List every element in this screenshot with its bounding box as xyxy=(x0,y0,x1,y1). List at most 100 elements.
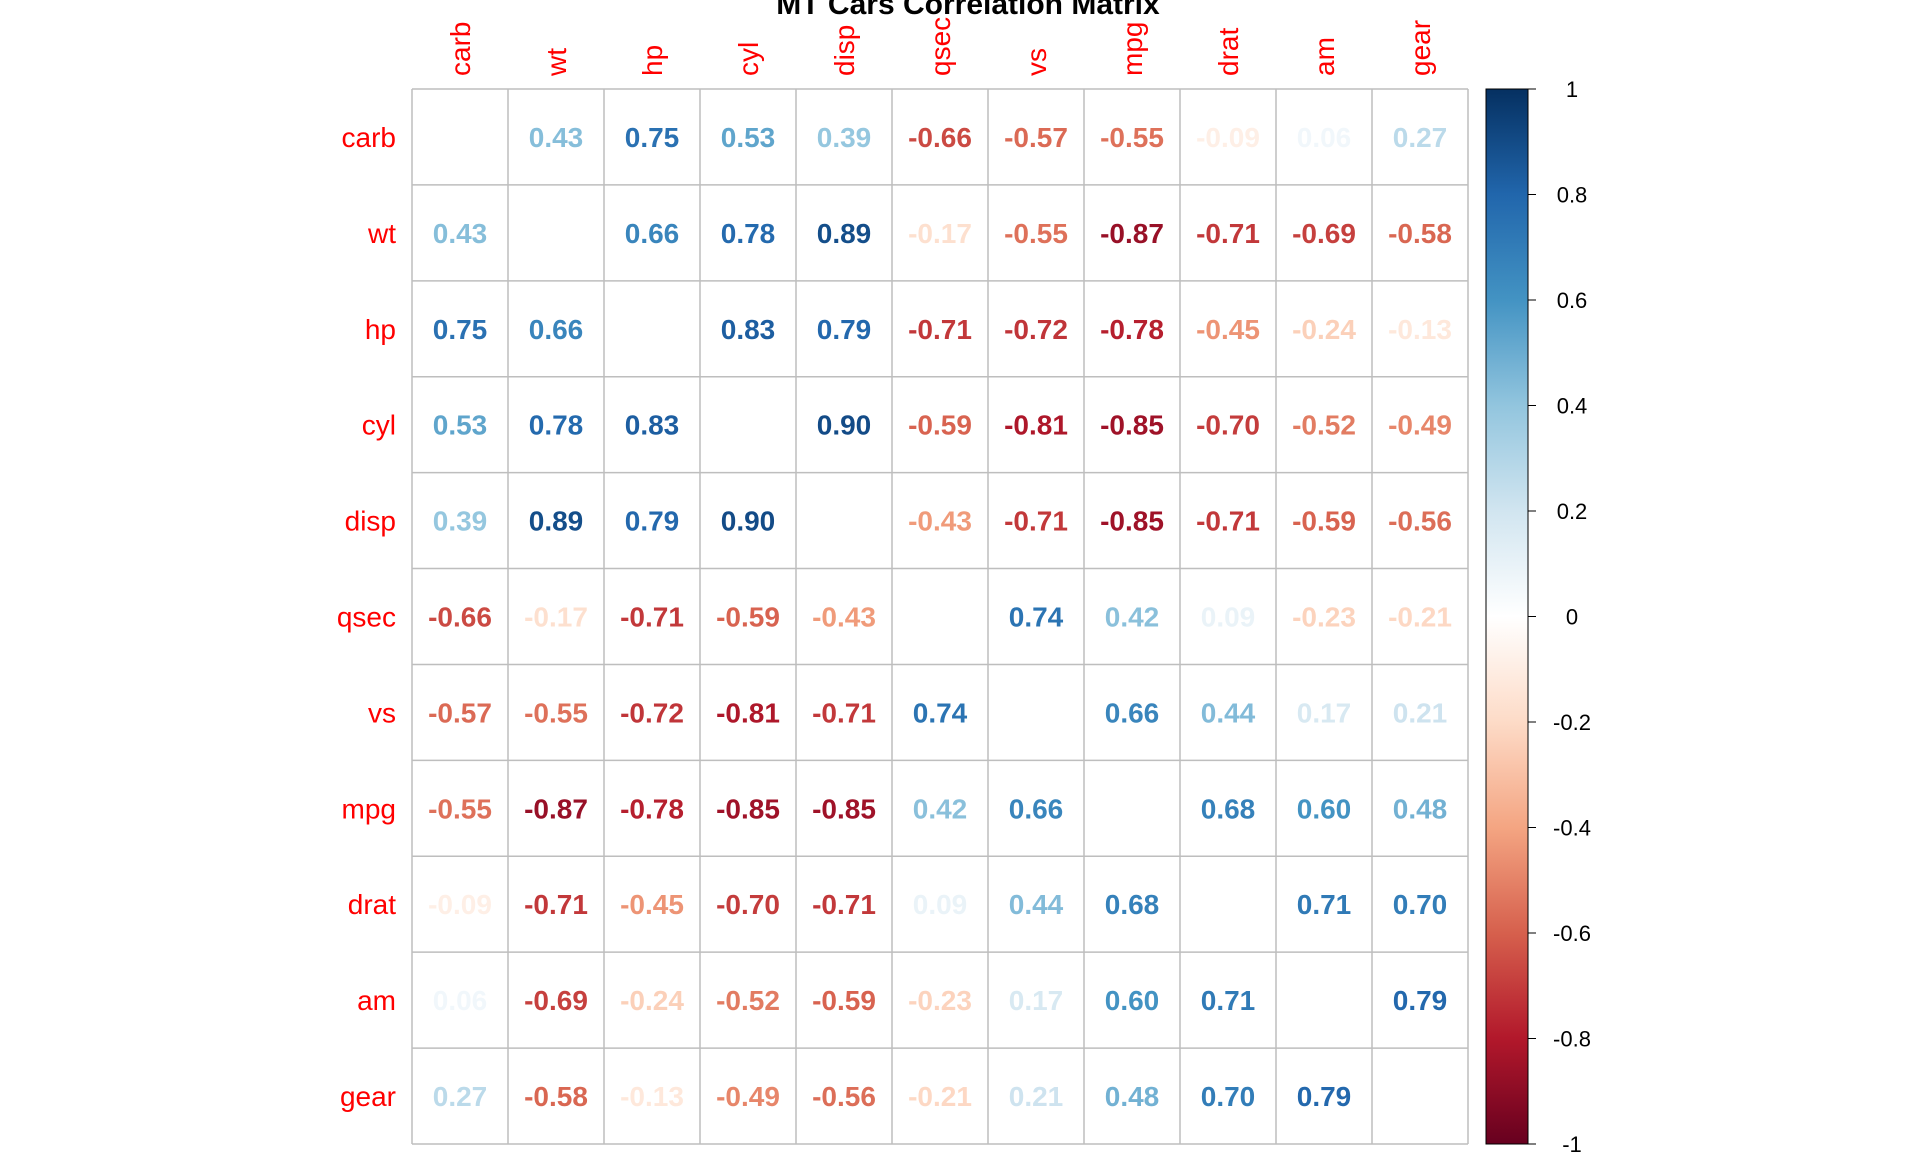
cell-value-gear-am: 0.79 xyxy=(1297,1081,1352,1112)
cell-value-cyl-carb: 0.53 xyxy=(433,410,488,441)
row-label-disp: disp xyxy=(345,506,396,537)
row-label-am: am xyxy=(357,985,396,1016)
cell-value-drat-carb: -0.09 xyxy=(428,889,492,920)
cell-value-hp-am: -0.24 xyxy=(1292,314,1356,345)
cell-value-wt-carb: 0.43 xyxy=(433,218,488,249)
cell-value-wt-mpg: -0.87 xyxy=(1100,218,1164,249)
cell-value-disp-mpg: -0.85 xyxy=(1100,506,1164,537)
cell-value-cyl-qsec: -0.59 xyxy=(908,410,972,441)
cell-value-disp-gear: -0.56 xyxy=(1388,506,1452,537)
cell-value-gear-drat: 0.70 xyxy=(1201,1081,1256,1112)
cell-value-mpg-hp: -0.78 xyxy=(620,793,684,824)
cell-value-qsec-mpg: 0.42 xyxy=(1105,602,1160,633)
cell-value-mpg-am: 0.60 xyxy=(1297,793,1352,824)
column-label-mpg: mpg xyxy=(1117,22,1148,76)
cell-value-disp-qsec: -0.43 xyxy=(908,506,972,537)
cell-value-wt-cyl: 0.78 xyxy=(721,218,776,249)
cell-value-disp-wt: 0.89 xyxy=(529,506,584,537)
row-label-hp: hp xyxy=(365,314,396,345)
cell-value-drat-vs: 0.44 xyxy=(1009,889,1064,920)
cell-value-disp-am: -0.59 xyxy=(1292,506,1356,537)
cell-value-vs-carb: -0.57 xyxy=(428,697,492,728)
cell-value-drat-gear: 0.70 xyxy=(1393,889,1448,920)
column-label-disp: disp xyxy=(829,25,860,76)
colorbar-tick-label: -0.6 xyxy=(1553,921,1591,946)
cell-value-carb-mpg: -0.55 xyxy=(1100,122,1164,153)
cell-value-vs-gear: 0.21 xyxy=(1393,697,1448,728)
colorbar-tick-label: -0.2 xyxy=(1553,710,1591,735)
column-label-gear: gear xyxy=(1405,20,1436,76)
cell-value-qsec-carb: -0.66 xyxy=(428,602,492,633)
cell-value-wt-vs: -0.55 xyxy=(1004,218,1068,249)
cell-value-wt-hp: 0.66 xyxy=(625,218,680,249)
cell-value-am-disp: -0.59 xyxy=(812,985,876,1016)
cell-value-mpg-disp: -0.85 xyxy=(812,793,876,824)
cell-value-mpg-gear: 0.48 xyxy=(1393,793,1448,824)
cell-value-disp-carb: 0.39 xyxy=(433,506,488,537)
cell-value-qsec-disp: -0.43 xyxy=(812,602,876,633)
colorbar-tick-label: 0.2 xyxy=(1557,499,1588,524)
cell-value-qsec-vs: 0.74 xyxy=(1009,602,1064,633)
cell-value-qsec-gear: -0.21 xyxy=(1388,602,1452,633)
cell-value-carb-vs: -0.57 xyxy=(1004,122,1068,153)
row-label-gear: gear xyxy=(340,1081,396,1112)
cell-value-qsec-drat: 0.09 xyxy=(1201,602,1256,633)
cell-value-hp-drat: -0.45 xyxy=(1196,314,1260,345)
cell-value-drat-cyl: -0.70 xyxy=(716,889,780,920)
cell-value-am-cyl: -0.52 xyxy=(716,985,780,1016)
column-label-qsec: qsec xyxy=(925,17,956,76)
cell-value-hp-gear: -0.13 xyxy=(1388,314,1452,345)
cell-value-vs-mpg: 0.66 xyxy=(1105,697,1160,728)
cell-value-wt-disp: 0.89 xyxy=(817,218,872,249)
column-label-drat: drat xyxy=(1213,28,1244,76)
cell-value-drat-am: 0.71 xyxy=(1297,889,1352,920)
cell-value-drat-qsec: 0.09 xyxy=(913,889,968,920)
cell-value-hp-disp: 0.79 xyxy=(817,314,872,345)
colorbar-tick-label: 0.4 xyxy=(1557,394,1588,419)
column-label-wt: wt xyxy=(541,48,572,77)
cell-value-gear-disp: -0.56 xyxy=(812,1081,876,1112)
cell-value-qsec-wt: -0.17 xyxy=(524,602,588,633)
cell-value-disp-hp: 0.79 xyxy=(625,506,680,537)
colorbar-tick-label: -0.4 xyxy=(1553,816,1591,841)
colorbar-gradient xyxy=(1485,88,1529,1145)
row-label-mpg: mpg xyxy=(342,793,396,824)
cell-value-am-hp: -0.24 xyxy=(620,985,684,1016)
cell-value-wt-gear: -0.58 xyxy=(1388,218,1452,249)
colorbar-tick-label: 0.8 xyxy=(1557,183,1588,208)
cell-value-hp-qsec: -0.71 xyxy=(908,314,972,345)
chart-title: MT Cars Correlation Matrix xyxy=(776,0,1160,21)
cell-value-gear-vs: 0.21 xyxy=(1009,1081,1064,1112)
cell-value-cyl-gear: -0.49 xyxy=(1388,410,1452,441)
color-legend: 1 0.8 0.6 0.4 0.2 0 -0.2 -0.4 -0.6 -0.8 -1 xyxy=(1485,77,1591,1152)
cell-value-carb-am: 0.06 xyxy=(1297,122,1352,153)
cell-value-wt-qsec: -0.17 xyxy=(908,218,972,249)
cell-value-disp-cyl: 0.90 xyxy=(721,506,776,537)
colorbar-tick-label: -0.8 xyxy=(1553,1027,1591,1052)
cell-value-drat-mpg: 0.68 xyxy=(1105,889,1160,920)
cell-value-carb-gear: 0.27 xyxy=(1393,122,1448,153)
cell-value-am-drat: 0.71 xyxy=(1201,985,1256,1016)
cell-value-am-qsec: -0.23 xyxy=(908,985,972,1016)
cell-value-qsec-am: -0.23 xyxy=(1292,602,1356,633)
cell-value-gear-hp: -0.13 xyxy=(620,1081,684,1112)
cell-value-wt-am: -0.69 xyxy=(1292,218,1356,249)
row-label-cyl: cyl xyxy=(362,410,396,441)
cell-value-gear-wt: -0.58 xyxy=(524,1081,588,1112)
cell-value-vs-hp: -0.72 xyxy=(620,697,684,728)
cell-value-hp-carb: 0.75 xyxy=(433,314,488,345)
column-label-hp: hp xyxy=(637,45,668,76)
cell-value-carb-wt: 0.43 xyxy=(529,122,584,153)
cell-value-cyl-vs: -0.81 xyxy=(1004,410,1068,441)
cell-value-gear-cyl: -0.49 xyxy=(716,1081,780,1112)
cell-value-carb-hp: 0.75 xyxy=(625,122,680,153)
cell-value-mpg-wt: -0.87 xyxy=(524,793,588,824)
cell-value-cyl-am: -0.52 xyxy=(1292,410,1356,441)
row-label-carb: carb xyxy=(342,122,396,153)
colorbar-tick-label: 0 xyxy=(1566,605,1578,630)
row-label-qsec: qsec xyxy=(337,602,396,633)
cell-value-hp-wt: 0.66 xyxy=(529,314,584,345)
cell-value-am-vs: 0.17 xyxy=(1009,985,1064,1016)
row-label-drat: drat xyxy=(348,889,396,920)
